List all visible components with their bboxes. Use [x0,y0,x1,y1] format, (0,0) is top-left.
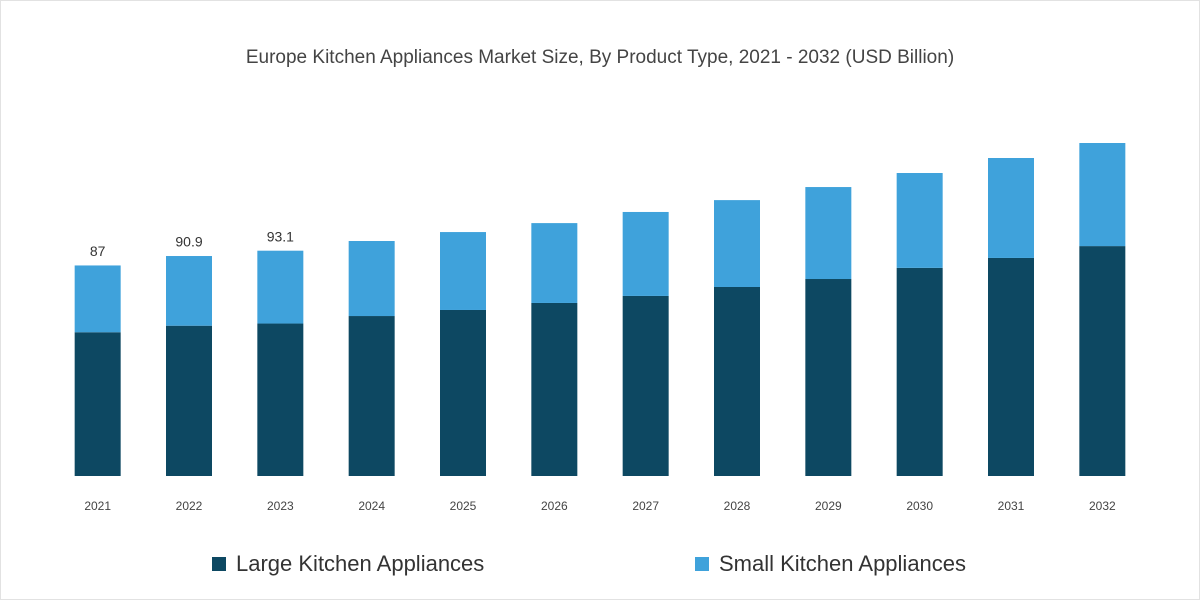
bar-segment [257,250,304,324]
x-tick-label: 2025 [450,499,477,513]
x-tick-label: 2024 [358,499,385,513]
bar-segment [531,302,578,476]
bar-segment [622,295,669,476]
bar-segment [896,267,943,476]
x-tick-label: 2022 [176,499,203,513]
legend-swatch [695,557,709,571]
x-tick-label: 2023 [267,499,294,513]
total-label: 90.9 [175,234,202,250]
x-tick-label: 2031 [998,499,1025,513]
bar-segment [348,241,395,317]
bar-segment [1079,246,1126,476]
x-tick-label: 2029 [815,499,842,513]
bar-segment [805,279,852,476]
legend-label: Large Kitchen Appliances [236,551,484,576]
bar-segment [257,323,304,476]
legend-label: Small Kitchen Appliances [719,551,966,576]
bar-segment [74,265,121,333]
bar-segment [988,158,1034,258]
x-tick-label: 2030 [906,499,933,513]
bar-segment [166,256,212,326]
total-label: 87 [90,243,106,259]
bar-segment [896,173,943,268]
bar-segment [74,332,121,476]
bar-segment [988,257,1034,476]
x-tick-label: 2027 [632,499,659,513]
bar-segment [1079,143,1126,247]
x-tick-label: 2026 [541,499,568,513]
total-label: 93.1 [267,228,294,244]
bar-segment [714,200,760,287]
chart-title: Europe Kitchen Appliances Market Size, B… [246,47,954,68]
x-tick-label: 2021 [84,499,111,513]
bar-segment [166,325,212,476]
bar-segment [622,211,669,296]
bar-segment [714,286,760,476]
bar-segment [348,316,395,476]
x-tick-label: 2028 [724,499,751,513]
bar-segment [531,223,578,303]
legend-swatch [212,557,226,571]
bar-segment [805,187,852,280]
bar-segment [440,309,486,476]
bar-segment [440,232,486,310]
x-tick-label: 2032 [1089,499,1116,513]
